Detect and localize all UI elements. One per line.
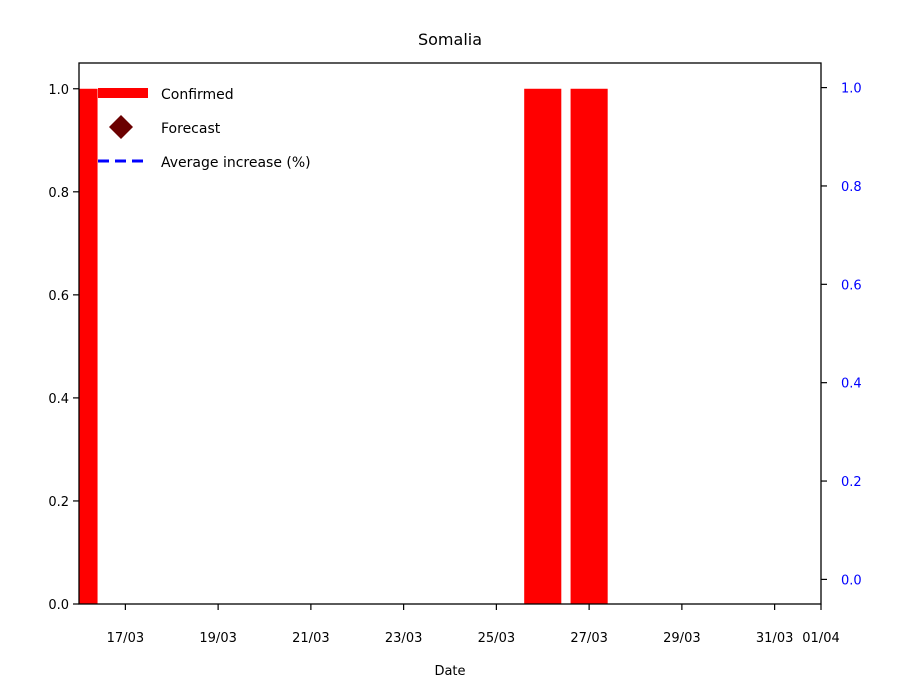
confirmed-bar-26-03 <box>524 88 562 604</box>
x-tick-label: 19/03 <box>199 631 236 646</box>
left-y-tick-label: 0.0 <box>48 598 69 613</box>
left-y-tick-label: 0.2 <box>48 495 69 510</box>
x-axis: 17/03 19/03 21/03 23/03 25/03 27/03 29/03 31/03… <box>107 604 840 646</box>
confirmed-bar-27-03 <box>570 88 608 604</box>
x-tick-label: 27/03 <box>570 631 607 646</box>
x-tick-label: 23/03 <box>385 631 422 646</box>
right-y-tick-label: 0.2 <box>841 475 862 490</box>
right-y-tick-label: 0.8 <box>841 180 862 195</box>
left-y-tick-label: 0.6 <box>48 289 69 304</box>
confirmed-bar-16-03 <box>79 88 98 604</box>
plot-frame <box>78 62 822 605</box>
left-y-tick-label: 0.8 <box>48 186 69 201</box>
legend-forecast-diamond-icon <box>109 115 133 139</box>
legend: Confirmed Forecast Average increase (%) <box>98 87 311 171</box>
x-tick-label: 25/03 <box>478 631 515 646</box>
right-y-tick-label: 0.6 <box>841 278 862 293</box>
left-y-axis: 0.0 0.2 0.4 0.6 0.8 1.0 <box>48 83 79 613</box>
legend-forecast-label: Forecast <box>161 121 221 137</box>
right-y-tick-label: 1.0 <box>841 82 862 97</box>
right-y-axis: 0.0 0.2 0.4 0.6 0.8 1.0 <box>821 82 862 588</box>
chart-title: Somalia <box>418 30 482 49</box>
left-y-tick-label: 1.0 <box>48 83 69 98</box>
x-axis-label: Date <box>434 664 465 679</box>
right-y-tick-label: 0.0 <box>841 573 862 588</box>
x-tick-label: 17/03 <box>107 631 144 646</box>
x-tick-label: 01/04 <box>802 631 839 646</box>
right-y-tick-label: 0.4 <box>841 377 862 392</box>
left-y-tick-label: 0.4 <box>48 392 69 407</box>
legend-average-increase-label: Average increase (%) <box>161 155 311 171</box>
legend-confirmed-label: Confirmed <box>161 87 234 103</box>
bars-layer <box>79 88 608 604</box>
x-tick-label: 31/03 <box>756 631 793 646</box>
x-tick-label: 21/03 <box>292 631 329 646</box>
x-tick-label: 29/03 <box>663 631 700 646</box>
